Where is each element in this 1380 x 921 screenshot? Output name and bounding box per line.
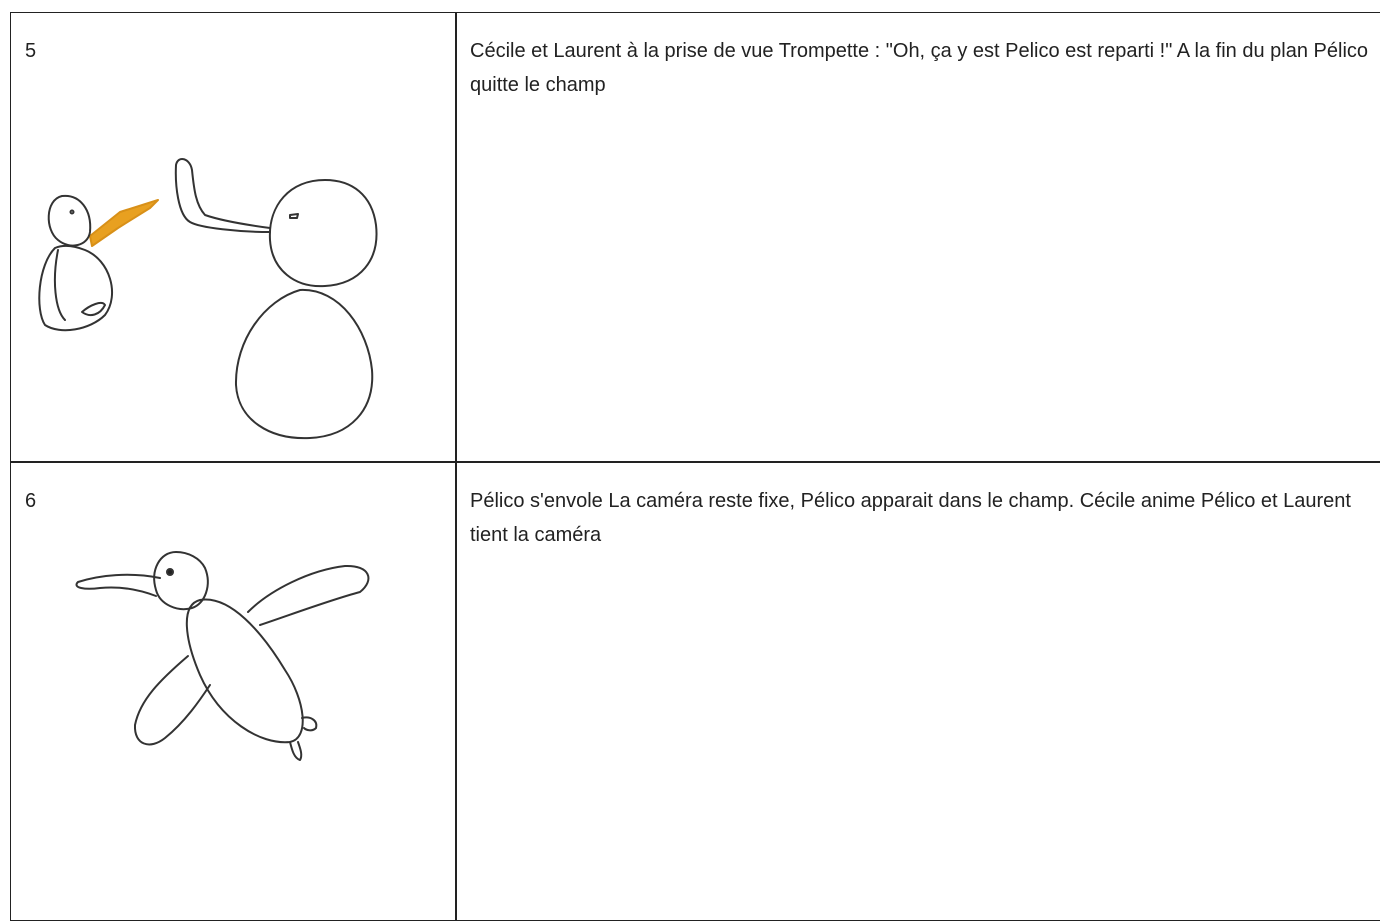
sketch-shot-6 <box>75 551 370 761</box>
shot-description: Cécile et Laurent à la prise de vue Trom… <box>470 40 1369 96</box>
table-cell <box>455 12 1380 463</box>
sketch-shot-5 <box>38 158 378 440</box>
table-cell <box>10 12 457 463</box>
shot-number: 5 <box>25 40 37 62</box>
sketches <box>38 158 378 761</box>
shot-number: 6 <box>25 490 37 512</box>
shot-description: Pélico s'envole La caméra reste fixe, Pé… <box>470 490 1351 546</box>
page: 5 Cécile et Laurent à la prise de vue Tr… <box>10 12 1380 921</box>
